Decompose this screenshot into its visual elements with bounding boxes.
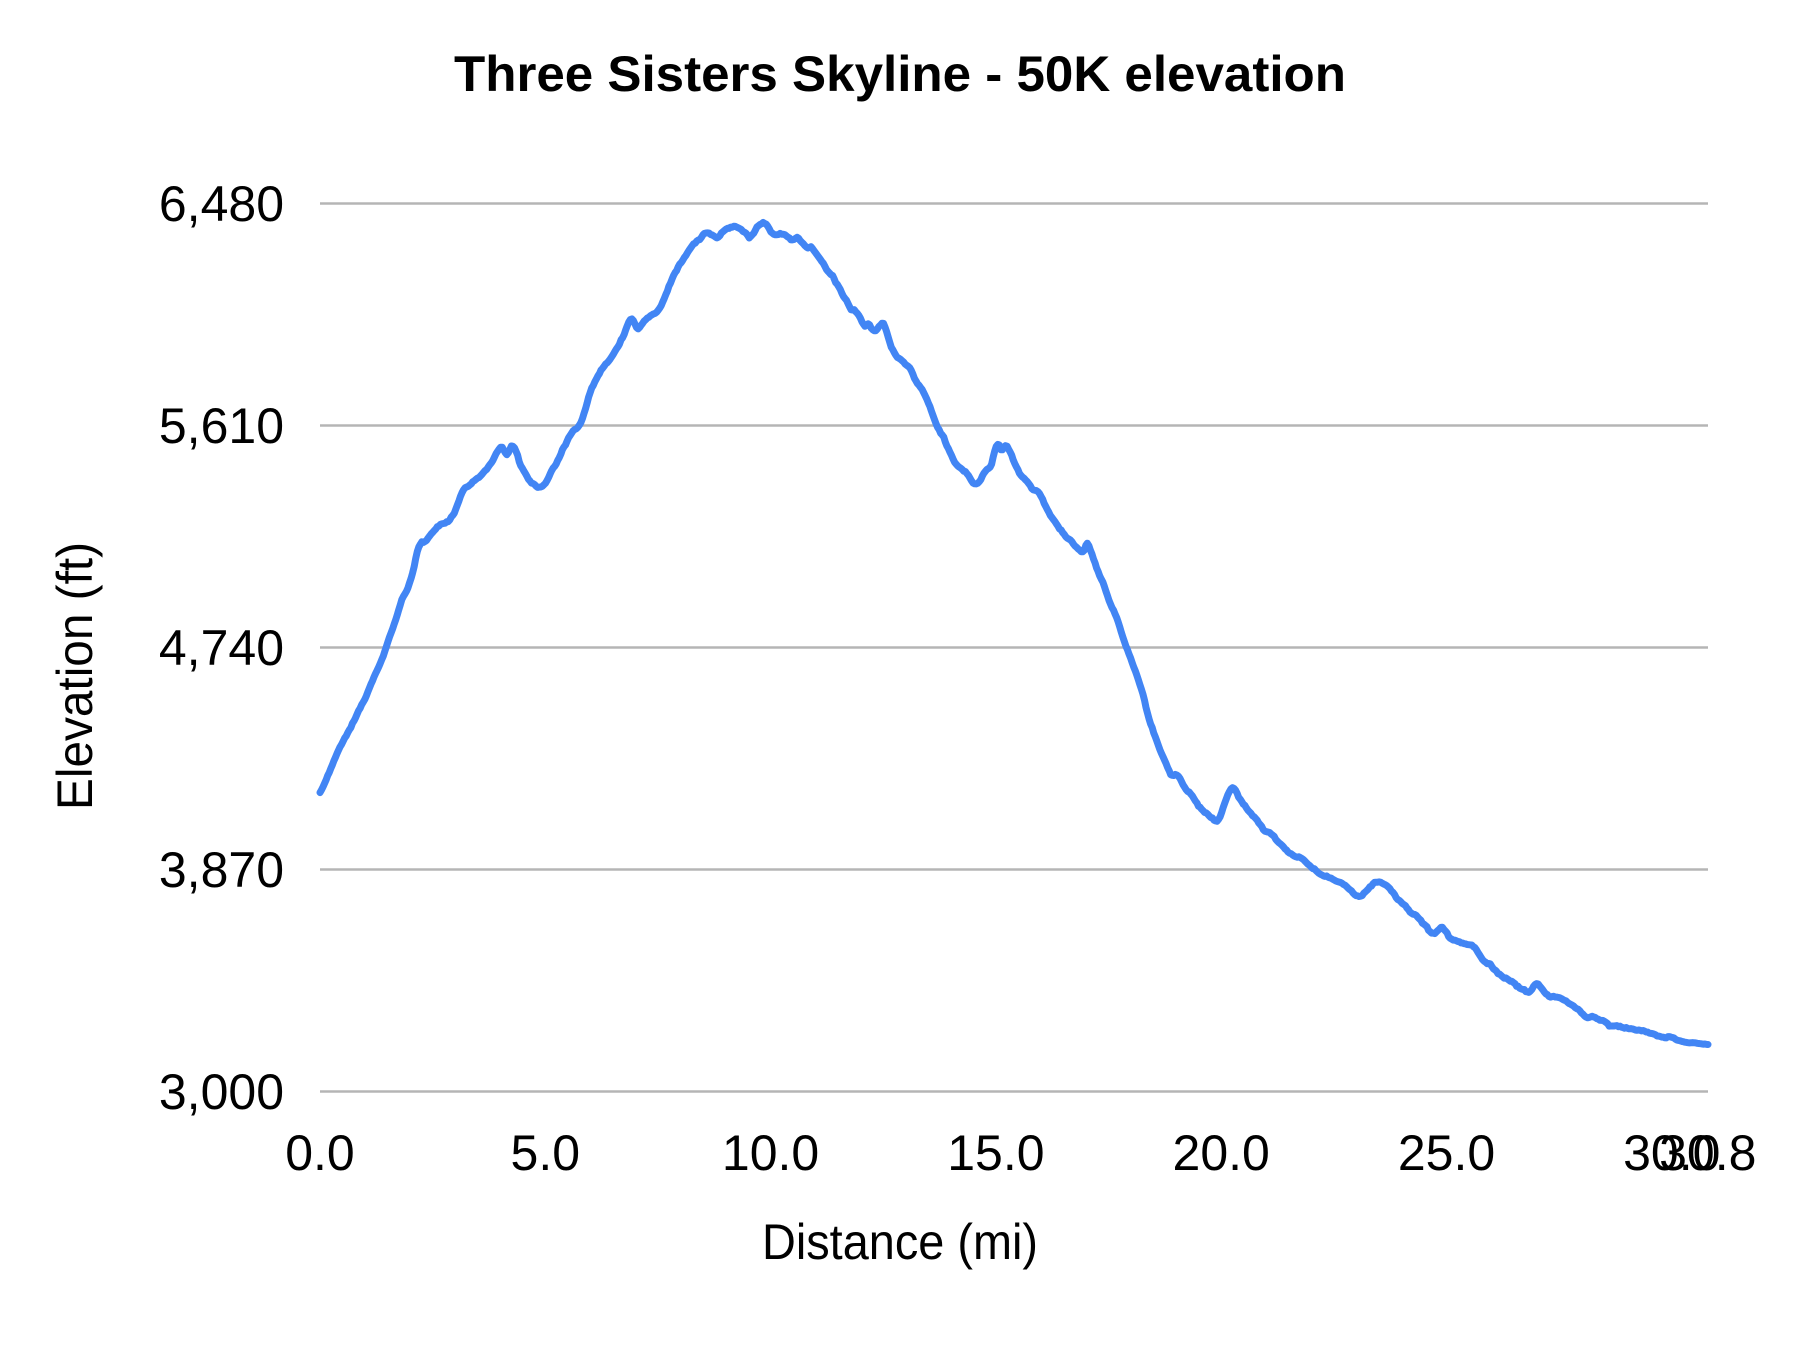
svg-text:30.0: 30.0 xyxy=(1623,1125,1720,1181)
svg-text:15.0: 15.0 xyxy=(947,1125,1044,1181)
svg-text:Distance (mi): Distance (mi) xyxy=(762,1214,1038,1270)
svg-text:5.0: 5.0 xyxy=(511,1125,581,1181)
svg-text:20.0: 20.0 xyxy=(1173,1125,1270,1181)
svg-text:Three Sisters Skyline - 50K el: Three Sisters Skyline - 50K elevation xyxy=(454,46,1346,102)
svg-text:3,870: 3,870 xyxy=(159,842,284,898)
svg-text:Elevation (ft): Elevation (ft) xyxy=(47,542,103,810)
svg-text:10.0: 10.0 xyxy=(722,1125,819,1181)
svg-text:4,740: 4,740 xyxy=(159,620,284,676)
svg-text:3,000: 3,000 xyxy=(159,1064,284,1120)
svg-text:25.0: 25.0 xyxy=(1398,1125,1495,1181)
svg-text:6,480: 6,480 xyxy=(159,176,284,232)
svg-text:30.8: 30.8 xyxy=(1659,1125,1756,1181)
svg-text:0.0: 0.0 xyxy=(285,1125,355,1181)
svg-text:5,610: 5,610 xyxy=(159,398,284,454)
